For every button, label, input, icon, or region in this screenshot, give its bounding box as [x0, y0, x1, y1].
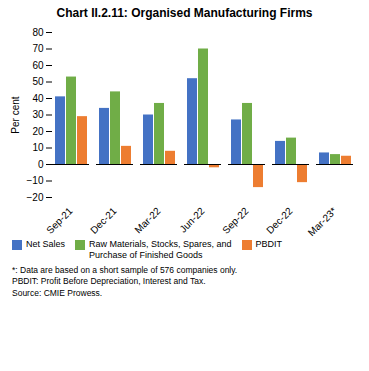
- html-text:Net Sales: Net Sales: [26, 239, 65, 249]
- html-text:Chart II.2.11: Organised Manuf: Chart II.2.11: Organised Manufacturing F…: [56, 6, 313, 20]
- html-text:PBDIT: PBDIT: [255, 239, 283, 249]
- svg-text:0: 0: [38, 159, 44, 170]
- svg-text:20: 20: [32, 126, 44, 137]
- svg-text:40: 40: [32, 93, 44, 104]
- svg-text:70: 70: [32, 43, 44, 54]
- html-text:Source: CMIE Prowess.: Source: CMIE Prowess.: [12, 287, 103, 298]
- svg-text:Mar-23*: Mar-23*: [306, 205, 339, 237]
- svg-text:Dec-21: Dec-21: [88, 205, 119, 236]
- svg-text:Sep-21: Sep-21: [44, 205, 75, 236]
- svg-text:50: 50: [32, 76, 44, 87]
- svg-text:Dec-22: Dec-22: [264, 205, 295, 236]
- svg-text:Jun-22: Jun-22: [177, 205, 207, 235]
- svg-text:Mar-22: Mar-22: [132, 205, 162, 235]
- svg-text:−10: −10: [27, 175, 44, 186]
- svg-text:80: 80: [32, 27, 44, 38]
- svg-text:30: 30: [32, 109, 44, 120]
- html-text:PBDIT: Profit Before Depreciat: PBDIT: Profit Before Depreciation, Inter…: [12, 276, 206, 287]
- html-text:Raw Materials, Stocks, Spares,: Raw Materials, Stocks, Spares, and Purch…: [89, 239, 232, 260]
- svg-text:Per cent: Per cent: [10, 96, 21, 133]
- html-text:*: Data are based on a short s: *: Data are based on a short sample of 5…: [12, 264, 238, 275]
- svg-text:60: 60: [32, 60, 44, 71]
- svg-text:Sep-22: Sep-22: [220, 205, 251, 236]
- svg-text:−20: −20: [27, 192, 44, 203]
- svg-text:10: 10: [32, 142, 44, 153]
